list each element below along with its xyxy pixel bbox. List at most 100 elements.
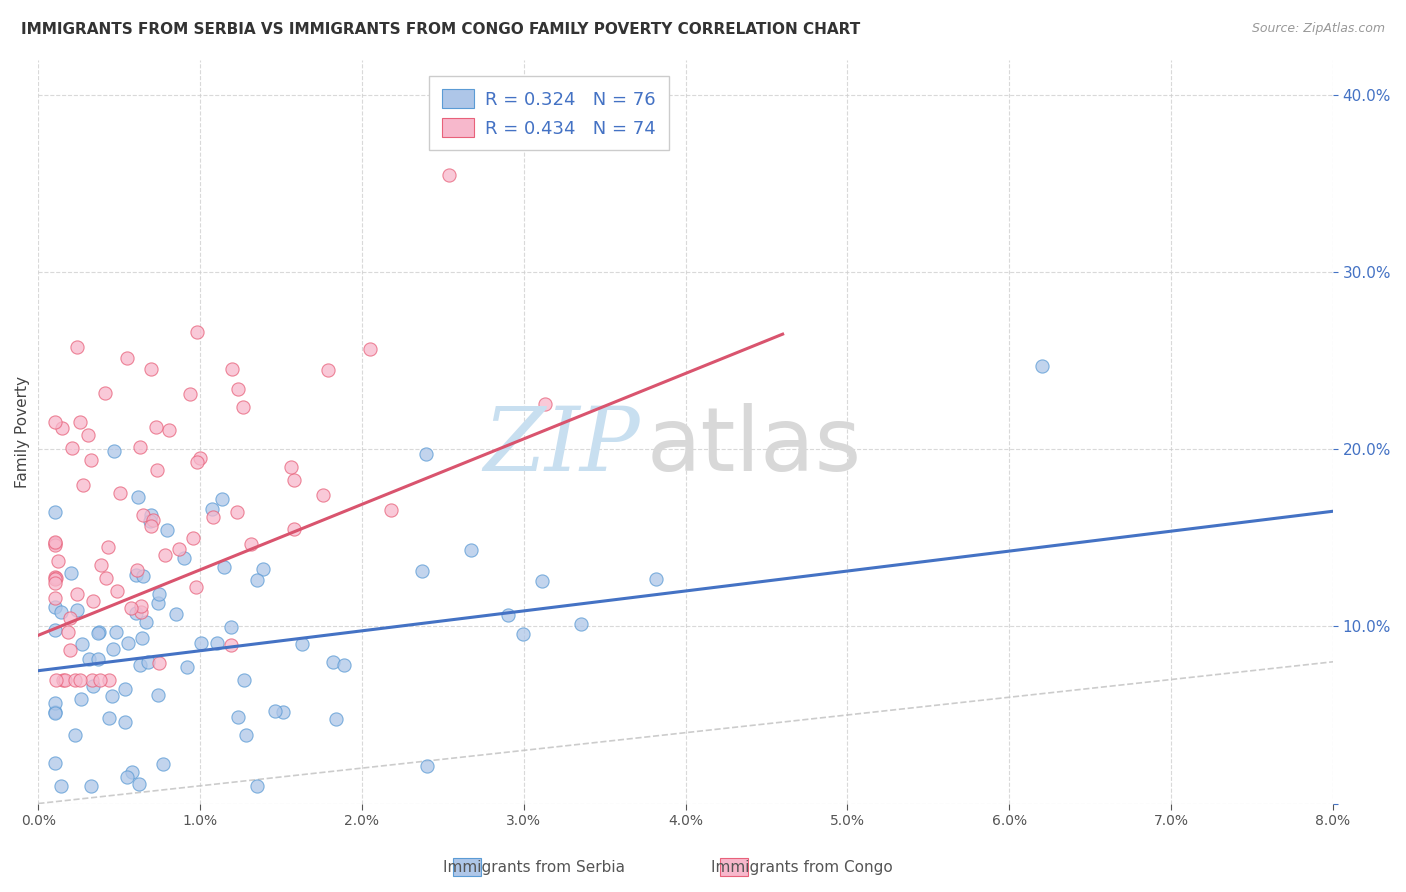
Point	[169, 541, 191, 556]
Bar	[720, 858, 748, 876]
Point	[129, 440, 152, 454]
Point	[114, 715, 136, 730]
Point	[104, 625, 127, 640]
Point	[97, 540, 120, 554]
Point	[44, 705, 66, 719]
Point	[139, 514, 162, 528]
Point	[131, 631, 153, 645]
Point	[101, 690, 124, 704]
Point	[125, 607, 148, 621]
Point	[139, 361, 162, 376]
Point	[125, 568, 148, 582]
Point	[90, 558, 112, 572]
Point	[115, 770, 138, 784]
Point	[105, 584, 128, 599]
Point	[644, 572, 666, 586]
Point	[416, 758, 439, 772]
Text: Immigrants from Congo: Immigrants from Congo	[710, 860, 893, 874]
Point	[280, 459, 302, 474]
Point	[157, 423, 180, 437]
Point	[264, 705, 287, 719]
Point	[103, 642, 125, 657]
Point	[165, 607, 187, 621]
Point	[173, 551, 195, 566]
Point	[59, 566, 82, 581]
Point	[232, 673, 254, 687]
Point	[156, 524, 179, 538]
Point	[69, 415, 91, 429]
Point	[44, 572, 66, 586]
Point	[44, 591, 66, 605]
Point	[65, 728, 87, 742]
Point	[129, 605, 152, 619]
Point	[148, 587, 170, 601]
Point	[44, 536, 66, 550]
Point	[97, 711, 120, 725]
Point	[44, 623, 66, 637]
Point	[44, 569, 66, 583]
Point	[496, 608, 519, 623]
Point	[530, 574, 553, 589]
Point	[148, 596, 170, 610]
Point	[44, 576, 66, 591]
Text: ZIP: ZIP	[484, 403, 640, 490]
Point	[51, 605, 73, 619]
Point	[152, 757, 174, 772]
Point	[186, 580, 208, 594]
Point	[125, 563, 148, 577]
Point	[72, 478, 94, 492]
Y-axis label: Family Poverty: Family Poverty	[15, 376, 30, 488]
Point	[44, 505, 66, 519]
Point	[114, 681, 136, 696]
Point	[58, 624, 80, 639]
Point	[186, 455, 208, 469]
Point	[534, 397, 557, 411]
Point	[82, 673, 104, 687]
Point	[69, 673, 91, 687]
Point	[70, 637, 93, 651]
Point	[512, 626, 534, 640]
Point	[115, 351, 138, 366]
Text: atlas: atlas	[647, 403, 862, 490]
Point	[139, 519, 162, 533]
Point	[283, 522, 305, 536]
Point	[49, 779, 72, 793]
Point	[460, 542, 482, 557]
Point	[219, 620, 242, 634]
Point	[176, 660, 198, 674]
Point	[44, 756, 66, 770]
Point	[44, 535, 66, 549]
Point	[82, 594, 104, 608]
Point	[190, 451, 212, 466]
Text: Source: ZipAtlas.com: Source: ZipAtlas.com	[1251, 22, 1385, 36]
Point	[66, 603, 89, 617]
Point	[44, 538, 66, 552]
Point	[51, 420, 73, 434]
Point	[221, 361, 243, 376]
Point	[89, 673, 111, 687]
Point	[82, 679, 104, 693]
Point	[45, 673, 67, 687]
Point	[45, 571, 67, 585]
Point	[219, 638, 242, 652]
Point	[252, 562, 274, 576]
Point	[232, 401, 254, 415]
Point	[211, 492, 233, 507]
Point	[108, 486, 131, 500]
Point	[132, 568, 155, 582]
Point	[44, 599, 66, 614]
Point	[291, 637, 314, 651]
Point	[53, 673, 76, 687]
Point	[120, 601, 142, 615]
Point	[153, 548, 176, 562]
Point	[97, 673, 120, 687]
Point	[148, 656, 170, 670]
Point	[94, 386, 117, 401]
Point	[96, 571, 118, 585]
Point	[129, 599, 152, 613]
Point	[51, 673, 73, 687]
Point	[316, 362, 339, 376]
Point	[63, 673, 86, 687]
Point	[44, 696, 66, 710]
Bar	[453, 858, 481, 876]
